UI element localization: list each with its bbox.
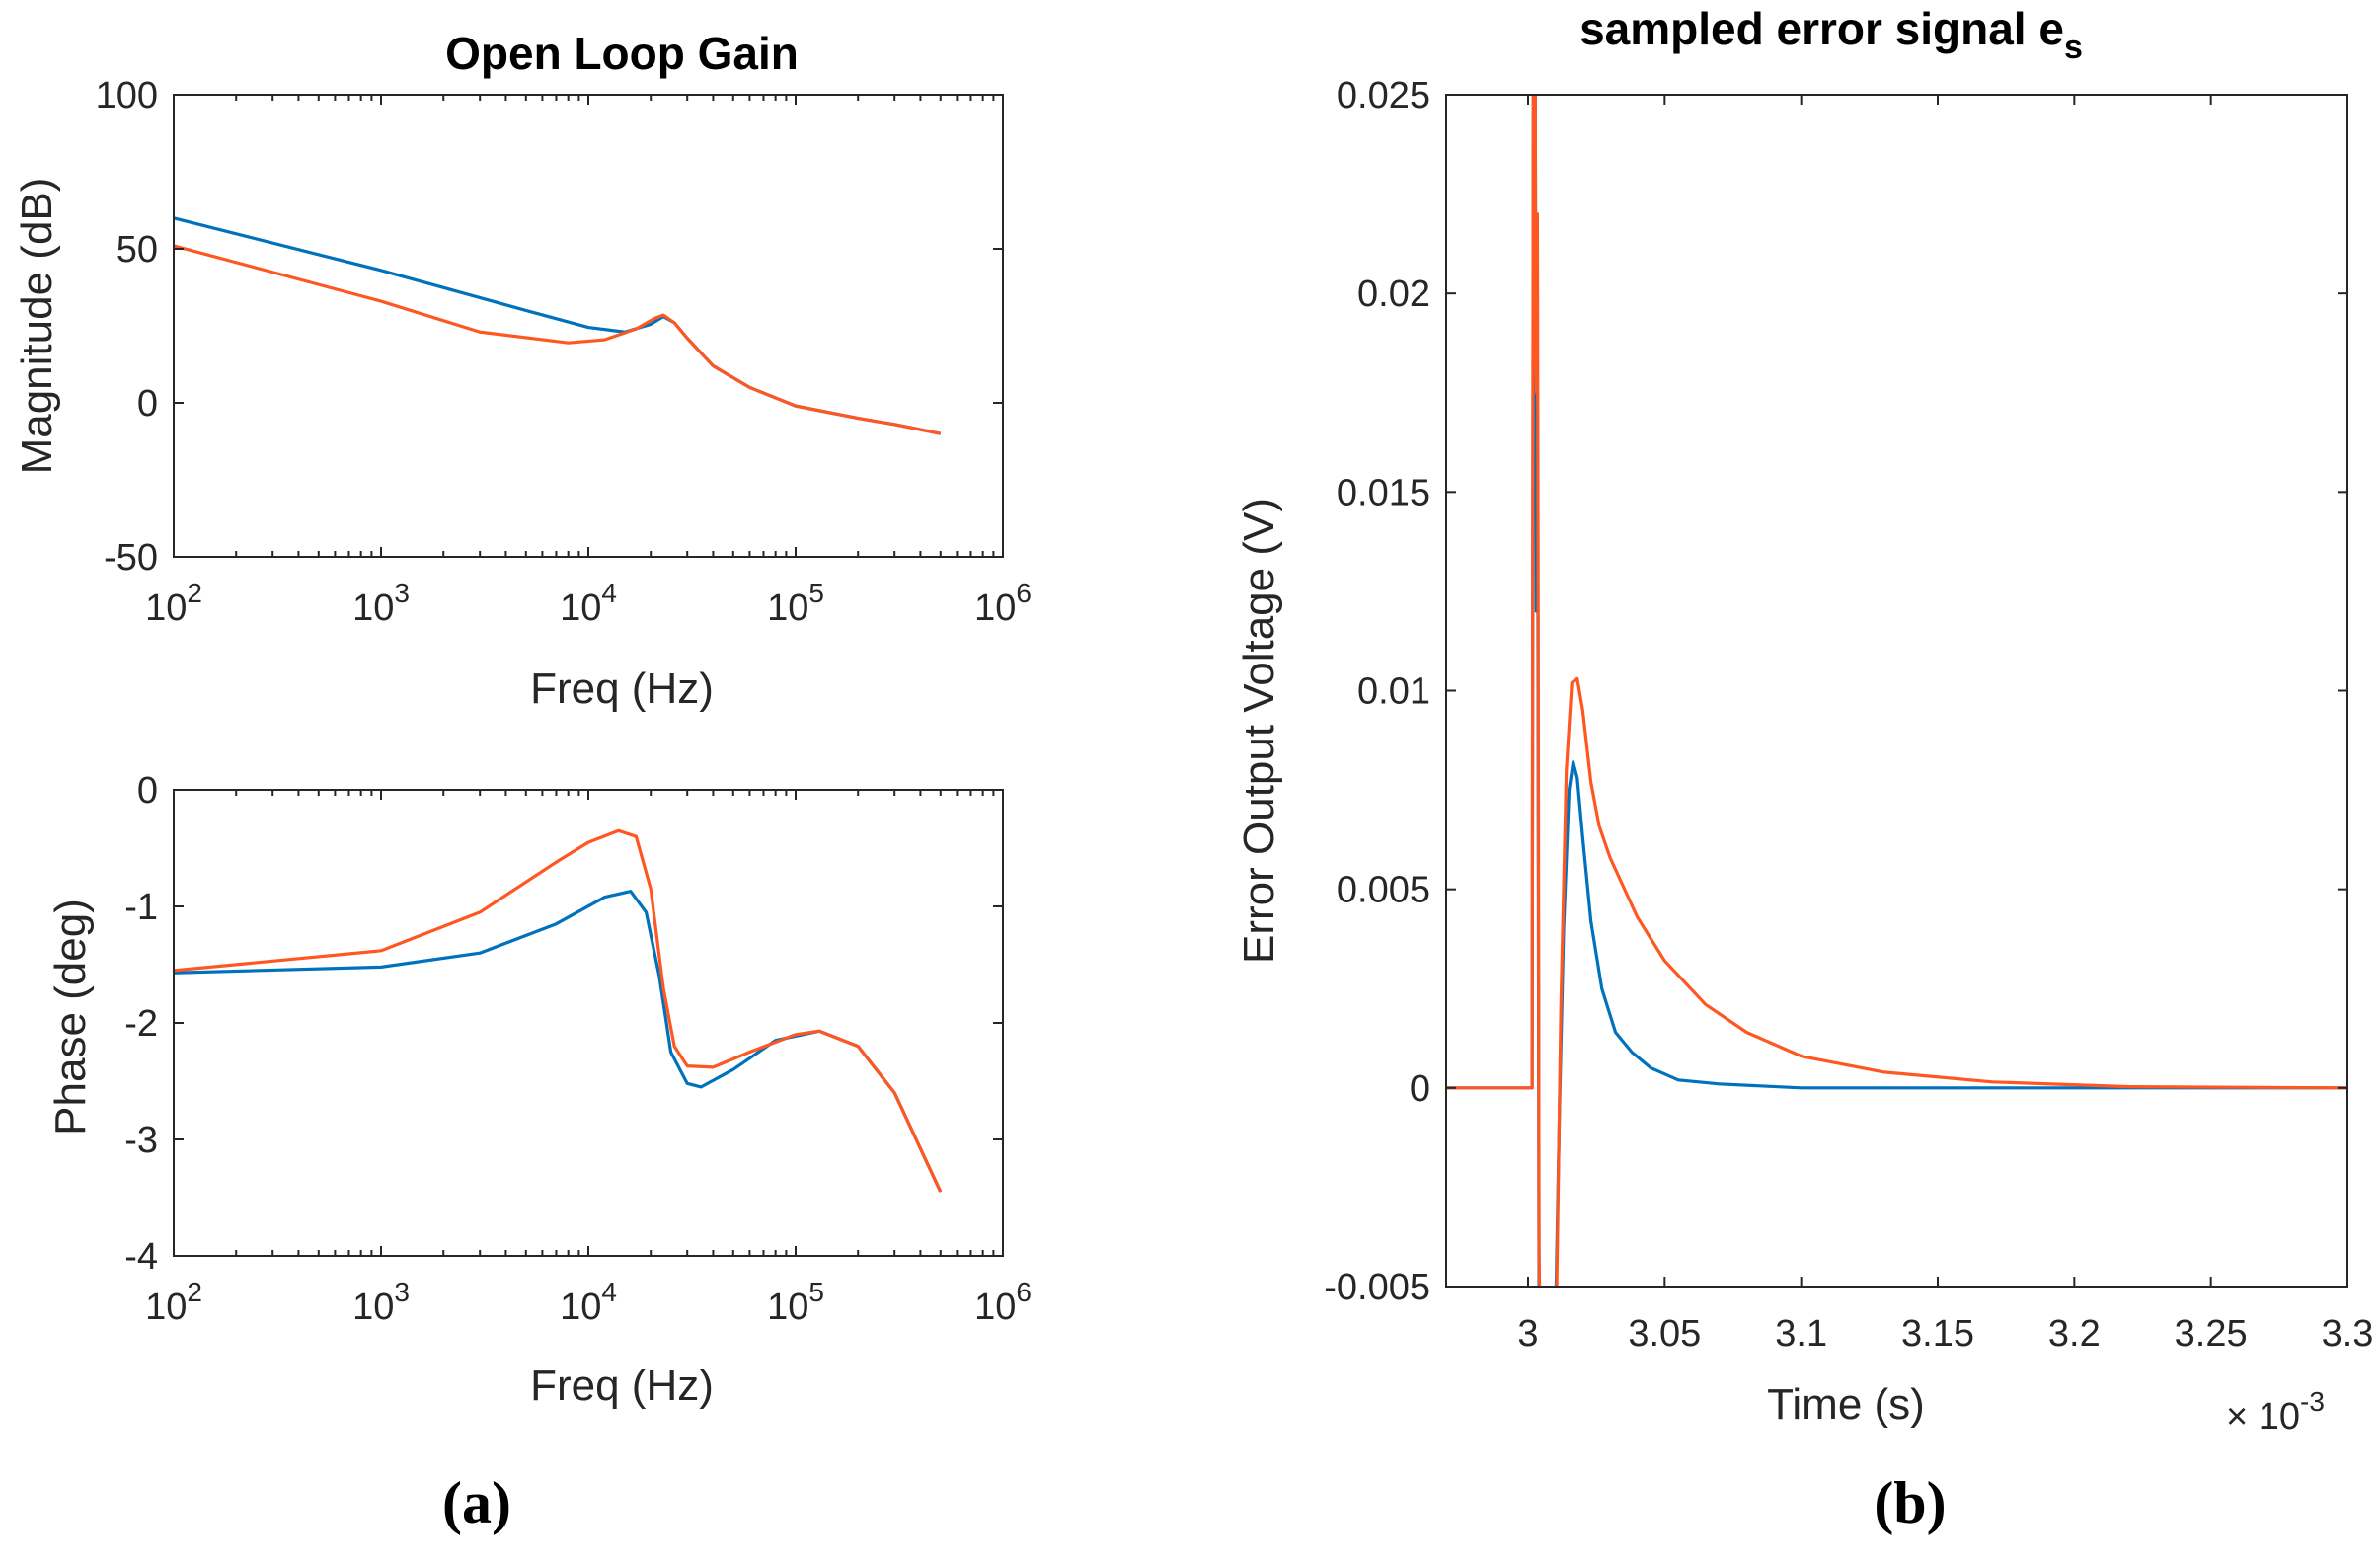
magnitude-xtick-label-exp: 2	[187, 578, 202, 608]
phase-xtick-label-base: 10	[352, 1287, 394, 1328]
phase-chart-ylabel: Phase (deg)	[46, 899, 95, 1135]
magnitude-chart-title: Open Loop Gain	[445, 28, 799, 79]
magnitude-ytick-label: 50	[116, 229, 158, 271]
magnitude-xtick-label: 104	[560, 578, 617, 629]
phase-xtick-label-exp: 4	[601, 1277, 617, 1307]
magnitude-ytick-label: -50	[104, 537, 158, 579]
phase-ytick-label: -1	[124, 887, 158, 928]
error-ytick-label: 0.005	[1337, 870, 1430, 911]
error-ytick-label: -0.005	[1324, 1267, 1430, 1308]
magnitude-series-2-line	[174, 244, 942, 435]
magnitude-xtick-label-exp: 6	[1016, 578, 1032, 608]
error-xtick-label: 3.1	[1775, 1313, 1827, 1355]
error-xtick-label: 3.2	[2048, 1313, 2101, 1355]
phase-xtick-label: 105	[767, 1277, 824, 1328]
magnitude-xtick-label-exp: 4	[601, 578, 617, 608]
error-chart-x-multiplier-base: × 10	[2226, 1396, 2300, 1438]
error-chart-x-multiplier-exp: -3	[2300, 1386, 2325, 1417]
phase-xtick-label-exp: 2	[187, 1277, 202, 1307]
phase-chart-xlabel: Freq (Hz)	[530, 1362, 714, 1410]
error-xtick-label: 3.3	[2322, 1313, 2374, 1355]
phase-ytick-label: -3	[124, 1120, 158, 1161]
phase-ytick-label: -2	[124, 1003, 158, 1045]
error-ytick-label: 0	[1410, 1068, 1430, 1110]
error-chart-xlabel: Time (s)	[1767, 1380, 1925, 1429]
magnitude-xtick-label-base: 10	[560, 587, 601, 629]
error-series-2-line	[1446, 95, 2347, 1287]
panel-label-b: (b)	[1874, 1470, 1946, 1535]
error-xtick-label: 3.05	[1628, 1313, 1701, 1355]
phase-xtick-label-exp: 6	[1016, 1277, 1032, 1307]
phase-xtick-label-base: 10	[560, 1287, 601, 1328]
magnitude-xtick-label-base: 10	[352, 587, 394, 629]
panel-label-a: (a)	[442, 1470, 511, 1535]
magnitude-xtick-label-base: 10	[974, 587, 1016, 629]
error-plot-area: -0.005 0 0.005 0.01 0.015 0.02 0.025 3 3.05 3.1 3.…	[1324, 75, 2374, 1355]
error-ytick-label: 0.02	[1357, 274, 1430, 315]
phase-ytick-label: 0	[137, 770, 158, 812]
phase-xtick-label-base: 10	[767, 1287, 808, 1328]
error-chart-ylabel: Error Output Voltage (V)	[1235, 498, 1283, 964]
error-chart-title: sampled error signal es	[1579, 3, 2083, 66]
phase-xtick-label: 106	[974, 1277, 1032, 1328]
phase-xtick-label-exp: 3	[394, 1277, 410, 1307]
magnitude-chart: Open Loop Gain Magnitude (dB) Freq (Hz) …	[13, 28, 1032, 713]
error-ytick-label: 0.015	[1337, 472, 1430, 513]
magnitude-ytick-label: 100	[96, 75, 158, 117]
error-chart: sampled error signal es Error Output Vol…	[1235, 3, 2374, 1438]
phase-xtick-label-base: 10	[974, 1287, 1016, 1328]
error-ytick-label: 0.025	[1337, 75, 1430, 117]
error-ytick-label: 0.01	[1357, 671, 1430, 713]
magnitude-xtick-label-base: 10	[767, 587, 808, 629]
magnitude-chart-ylabel: Magnitude (dB)	[13, 178, 61, 475]
phase-xtick-label: 102	[145, 1277, 202, 1328]
magnitude-xtick-label-exp: 3	[394, 578, 410, 608]
magnitude-xtick-label-base: 10	[145, 587, 187, 629]
error-chart-title-subscript: s	[2064, 29, 2083, 66]
error-xtick-label: 3.25	[2175, 1313, 2248, 1355]
magnitude-xtick-label: 105	[767, 578, 824, 629]
phase-series-2-line	[174, 828, 943, 1193]
error-chart-x-multiplier: × 10-3	[2226, 1386, 2325, 1438]
magnitude-ytick-label: 0	[137, 383, 158, 425]
phase-xtick-label-exp: 5	[808, 1277, 824, 1307]
phase-xtick-label: 103	[352, 1277, 410, 1328]
phase-xtick-label: 104	[560, 1277, 617, 1328]
magnitude-xtick-label-exp: 5	[808, 578, 824, 608]
error-xtick-label: 3	[1517, 1313, 1538, 1355]
error-chart-title-main: sampled error signal e	[1579, 3, 2064, 54]
error-xtick-label: 3.15	[1901, 1313, 1974, 1355]
magnitude-xtick-label: 103	[352, 578, 410, 629]
magnitude-chart-xlabel: Freq (Hz)	[530, 665, 714, 713]
phase-ytick-label: -4	[124, 1236, 158, 1278]
phase-xtick-label-base: 10	[145, 1287, 187, 1328]
magnitude-xtick-label: 106	[974, 578, 1032, 629]
magnitude-xtick-label: 102	[145, 578, 202, 629]
